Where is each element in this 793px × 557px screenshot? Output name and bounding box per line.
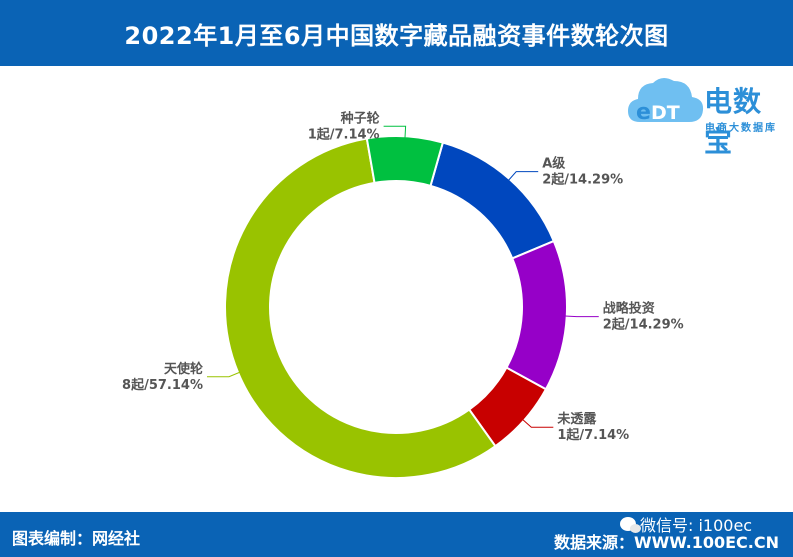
slice-value-label: 8起/57.14% — [122, 377, 203, 393]
leader-天使轮 — [206, 371, 241, 378]
slice-name-label: A级 — [542, 156, 566, 172]
leader-A级 — [507, 171, 539, 181]
leader-未透露 — [522, 418, 554, 428]
logo-subtitle: 电商大数据库 — [705, 123, 777, 134]
slice-value-label: 2起/14.29% — [603, 317, 684, 333]
leader-lines — [206, 125, 599, 428]
logo-brand: 电数宝 — [704, 85, 763, 158]
chart-footer: 图表编制：网经社 微信号: i100ec 数据来源：WWW.100EC.CN — [0, 512, 793, 557]
slice-战略投资 — [505, 239, 568, 391]
logo: e DT 电数宝 电商大数据库 — [626, 70, 786, 158]
slice-value-label: 1起/7.14% — [308, 126, 380, 142]
svg-text:e: e — [636, 100, 651, 125]
slice-name-label: 天使轮 — [164, 361, 203, 377]
slice-value-label: 2起/14.29% — [542, 172, 623, 188]
leader-种子轮 — [383, 125, 407, 139]
donut-slices — [224, 135, 568, 479]
slice-种子轮 — [365, 135, 445, 188]
slice-name-label: 种子轮 — [340, 110, 380, 126]
cloud-edt-icon: e DT — [628, 77, 704, 125]
svg-text:DT: DT — [651, 102, 680, 124]
slice-labels: A级2起/14.29%战略投资2起/14.29%未透露1起/7.14%天使轮8起… — [122, 110, 684, 443]
wechat-icon — [620, 517, 641, 533]
slice-value-label: 1起/7.14% — [557, 427, 629, 443]
slice-天使轮 — [224, 137, 497, 479]
footer-compiler: 图表编制：网经社 — [12, 529, 141, 548]
donut-chart: A级2起/14.29%战略投资2起/14.29%未透露1起/7.14%天使轮8起… — [122, 110, 684, 479]
slice-A级 — [429, 141, 556, 260]
slice-name-label: 战略投资 — [603, 301, 655, 317]
leader-战略投资 — [564, 315, 599, 318]
footer-wechat-text: 微信号: i100ec — [640, 516, 753, 535]
footer-source: 数据来源：WWW.100EC.CN — [553, 533, 779, 552]
chart-header: 2022年1月至6月中国数字藏品融资事件数轮次图 — [0, 0, 793, 66]
slice-name-label: 未透露 — [556, 411, 597, 427]
chart-title: 2022年1月至6月中国数字藏品融资事件数轮次图 — [124, 21, 669, 50]
footer-wechat: 微信号: i100ec — [620, 512, 752, 536]
